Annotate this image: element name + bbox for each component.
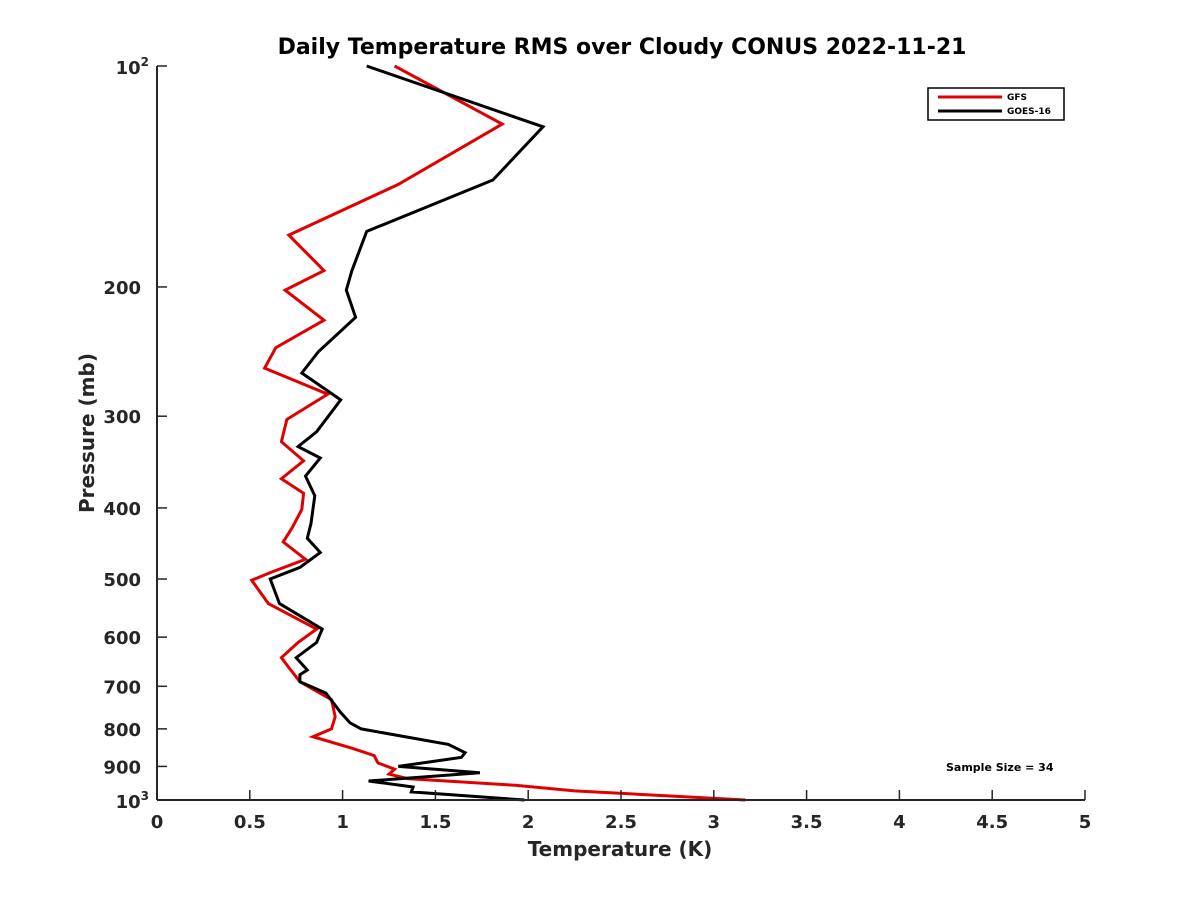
- y-tick-label: 800: [103, 720, 141, 741]
- x-axis-label: Temperature (K): [528, 837, 713, 861]
- y-tick-label: 600: [103, 628, 141, 649]
- x-tick-label: 5: [1079, 812, 1092, 833]
- x-tick-label: 1: [336, 812, 349, 833]
- y-tick-label: 103: [116, 789, 149, 813]
- x-ticks: 0 0.5 1 1.5 2 2.5 3 3.5 4 4.5 5: [151, 790, 1092, 833]
- x-tick-label: 3.5: [791, 812, 823, 833]
- chart-title: Daily Temperature RMS over Cloudy CONUS …: [278, 35, 967, 60]
- series-group: [249, 64, 746, 802]
- x-tick-label: 2: [522, 812, 535, 833]
- y-tick-label: 400: [103, 499, 141, 520]
- axes-group: [156, 66, 1085, 801]
- x-tick-label: 0: [151, 812, 164, 833]
- series-line-gfs: [249, 64, 746, 802]
- legend-label-gfs: GFS: [1007, 93, 1027, 103]
- y-tick-label: 500: [103, 570, 141, 591]
- x-tick-label: 3: [708, 812, 721, 833]
- y-tick-label: 102: [116, 55, 149, 79]
- y-tick-label: 200: [103, 278, 141, 299]
- y-tick-label: 700: [103, 677, 141, 698]
- x-tick-label: 4: [893, 812, 906, 833]
- x-tick-label: 4.5: [976, 812, 1008, 833]
- series-line-goes16: [268, 64, 546, 802]
- x-tick-label: 1.5: [419, 812, 451, 833]
- x-tick-label: 0.5: [234, 812, 266, 833]
- y-axis-label: Pressure (mb): [75, 353, 99, 513]
- y-ticks: 102 200 300 400 500 600 700 800 900 103: [103, 55, 167, 813]
- sample-size-annotation: Sample Size = 34: [946, 761, 1054, 774]
- y-tick-label: 900: [103, 757, 141, 778]
- x-tick-label: 2.5: [605, 812, 637, 833]
- legend-label-goes16: GOES-16: [1007, 107, 1051, 117]
- legend: GFS GOES-16: [927, 87, 1065, 121]
- y-tick-label: 300: [103, 407, 141, 428]
- legend-box: [927, 87, 1065, 121]
